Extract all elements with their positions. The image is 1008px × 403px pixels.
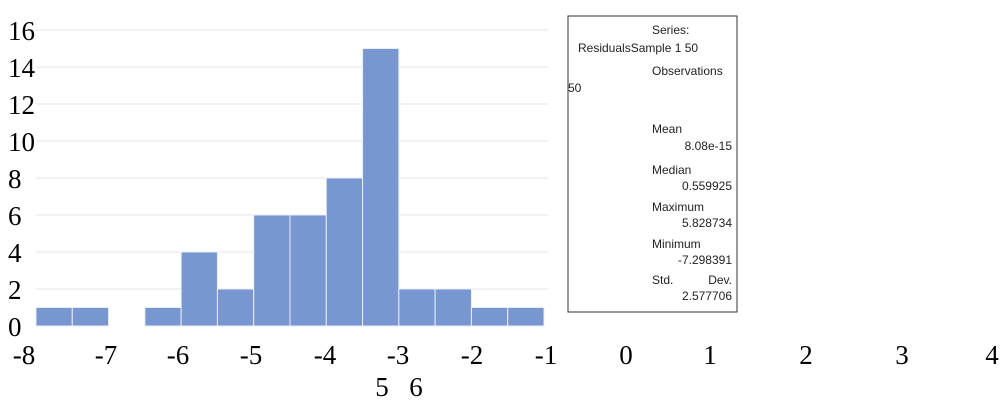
stats-series-label: Series:	[652, 23, 689, 37]
stats-std-value: 2.577706	[682, 289, 732, 303]
y-tick-label: 14	[8, 53, 36, 83]
y-tick-label: 4	[8, 238, 22, 268]
stats-mean-value: 8.08e-15	[685, 139, 733, 153]
y-axis-ticks: 0 2 4 6 8 10 12 14 16	[8, 16, 36, 342]
histogram-bar	[289, 214, 327, 327]
y-tick-label: 8	[8, 164, 22, 194]
x-tick-label: 2	[799, 340, 813, 370]
y-tick-label: 0	[8, 312, 22, 342]
stats-dev-label: Dev.	[708, 273, 732, 287]
x-tick-label: -4	[314, 340, 337, 370]
x-tick-label: 3	[895, 340, 909, 370]
histogram-bar	[470, 307, 509, 327]
histogram-bar	[71, 307, 110, 327]
y-tick-label: 2	[8, 275, 22, 305]
x-tick-label: 0	[619, 340, 633, 370]
x-tick-label: 4	[985, 340, 999, 370]
x-tick-label: -6	[167, 340, 190, 370]
histogram-bar	[180, 251, 218, 327]
x-tick-label: -8	[13, 340, 36, 370]
stats-observations-label: Observations	[652, 64, 723, 78]
x-tick-label: 1	[703, 340, 717, 370]
histogram-bar	[216, 288, 255, 327]
x-tick-label-wrapped: 5	[375, 372, 389, 402]
x-tick-label: -5	[240, 340, 263, 370]
histogram-bar	[35, 307, 73, 327]
stats-box-frame	[567, 15, 738, 313]
histogram-bar	[325, 177, 364, 327]
histogram-bar	[398, 288, 436, 327]
histogram-bar	[253, 214, 291, 327]
x-tick-label: -1	[535, 340, 558, 370]
stats-minimum-value: -7.298391	[678, 253, 732, 267]
x-axis-ticks: -8 -7 -6 -5 -4 -3 -2 -1 0 1 2 3 4 5 6	[13, 340, 1000, 402]
stats-mean-label: Mean	[652, 122, 682, 136]
y-tick-label: 6	[8, 201, 22, 231]
stats-median-value: 0.559925	[682, 179, 732, 193]
x-tick-label: -7	[95, 340, 118, 370]
stats-median-label: Median	[652, 163, 691, 177]
histogram-bars	[35, 48, 545, 327]
histogram-bar	[362, 48, 400, 327]
stats-box: Series: ResidualsSample 1 50 Observation…	[567, 15, 738, 313]
y-tick-label: 16	[8, 16, 35, 46]
y-tick-label: 12	[8, 90, 35, 120]
x-tick-label-wrapped: 6	[409, 372, 423, 402]
stats-maximum-value: 5.828734	[682, 216, 732, 230]
stats-series-value: ResidualsSample 1 50	[578, 41, 698, 55]
histogram-bar	[434, 288, 472, 327]
histogram-bar	[144, 307, 182, 327]
stats-maximum-label: Maximum	[652, 200, 704, 214]
x-tick-label: -2	[461, 340, 484, 370]
stats-observations-value: 50	[568, 81, 582, 95]
stats-std-label: Std.	[652, 273, 673, 287]
y-tick-label: 10	[8, 127, 35, 157]
stats-minimum-label: Minimum	[652, 237, 701, 251]
histogram-bar	[507, 307, 545, 327]
x-tick-label: -3	[387, 340, 410, 370]
